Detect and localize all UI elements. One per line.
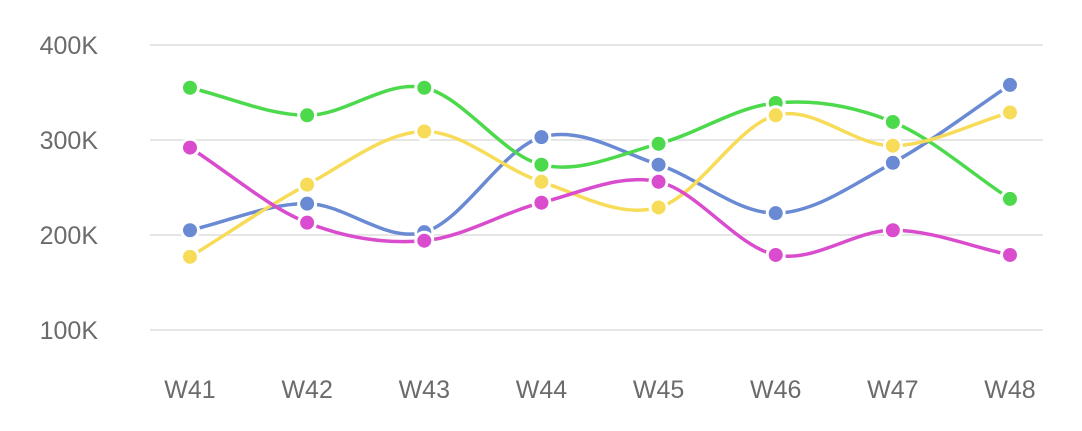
series-3-point[interactable] [765, 105, 786, 126]
series-3-point[interactable] [180, 246, 200, 267]
series-3-point[interactable] [297, 174, 318, 195]
series-3-point[interactable] [648, 197, 669, 218]
series-1-point[interactable] [531, 127, 552, 148]
series-4-point[interactable] [414, 230, 435, 251]
y-tick-label: 300K [40, 127, 99, 155]
series-points [180, 74, 1020, 267]
series-2-point[interactable] [531, 154, 552, 175]
series-4-point[interactable] [765, 244, 786, 265]
series-1-point[interactable] [297, 193, 318, 214]
series-3-point[interactable] [1000, 102, 1020, 123]
series-1-point[interactable] [1000, 74, 1020, 95]
series-2-point[interactable] [1000, 188, 1020, 209]
series-3-point[interactable] [414, 121, 435, 142]
series-2-point[interactable] [297, 105, 318, 126]
series-4-point[interactable] [180, 137, 200, 158]
x-tick-label: W45 [633, 376, 684, 404]
series-4-point[interactable] [882, 220, 903, 241]
x-tick-label: W48 [984, 376, 1035, 404]
series-2-point[interactable] [648, 133, 669, 154]
series-line-4 [188, 145, 1012, 258]
x-tick-label: W44 [516, 376, 568, 404]
x-tick-label: W47 [867, 376, 918, 404]
series-2-point[interactable] [414, 77, 435, 98]
series-4-point[interactable] [648, 171, 669, 192]
y-axis: 100K 200K 300K 400K [40, 32, 99, 345]
series-1-point[interactable] [882, 152, 903, 173]
series-lines [188, 83, 1012, 259]
series-1-point[interactable] [648, 154, 669, 175]
y-tick-label: 100K [40, 317, 99, 345]
series-2-point[interactable] [180, 77, 200, 98]
x-tick-label: W46 [750, 376, 801, 404]
x-tick-label: W42 [281, 376, 332, 404]
series-3-point[interactable] [531, 171, 552, 192]
series-1-point[interactable] [180, 220, 200, 241]
series-1-point[interactable] [765, 203, 786, 224]
x-tick-label: W43 [399, 376, 450, 404]
series-line-1 [188, 83, 1012, 236]
series-line-3 [188, 110, 1012, 259]
y-tick-label: 400K [40, 32, 99, 60]
series-2-point[interactable] [882, 111, 903, 132]
x-tick-label: W41 [164, 376, 215, 404]
series-4-point[interactable] [297, 212, 318, 233]
series-4-point[interactable] [1000, 244, 1020, 265]
series-4-point[interactable] [531, 192, 552, 213]
series-3-point[interactable] [882, 135, 903, 156]
series-line-2 [188, 84, 1012, 201]
y-tick-label: 200K [40, 222, 99, 250]
x-axis: W41 W42 W43 W44 W45 W46 W47 W48 [164, 376, 1035, 404]
